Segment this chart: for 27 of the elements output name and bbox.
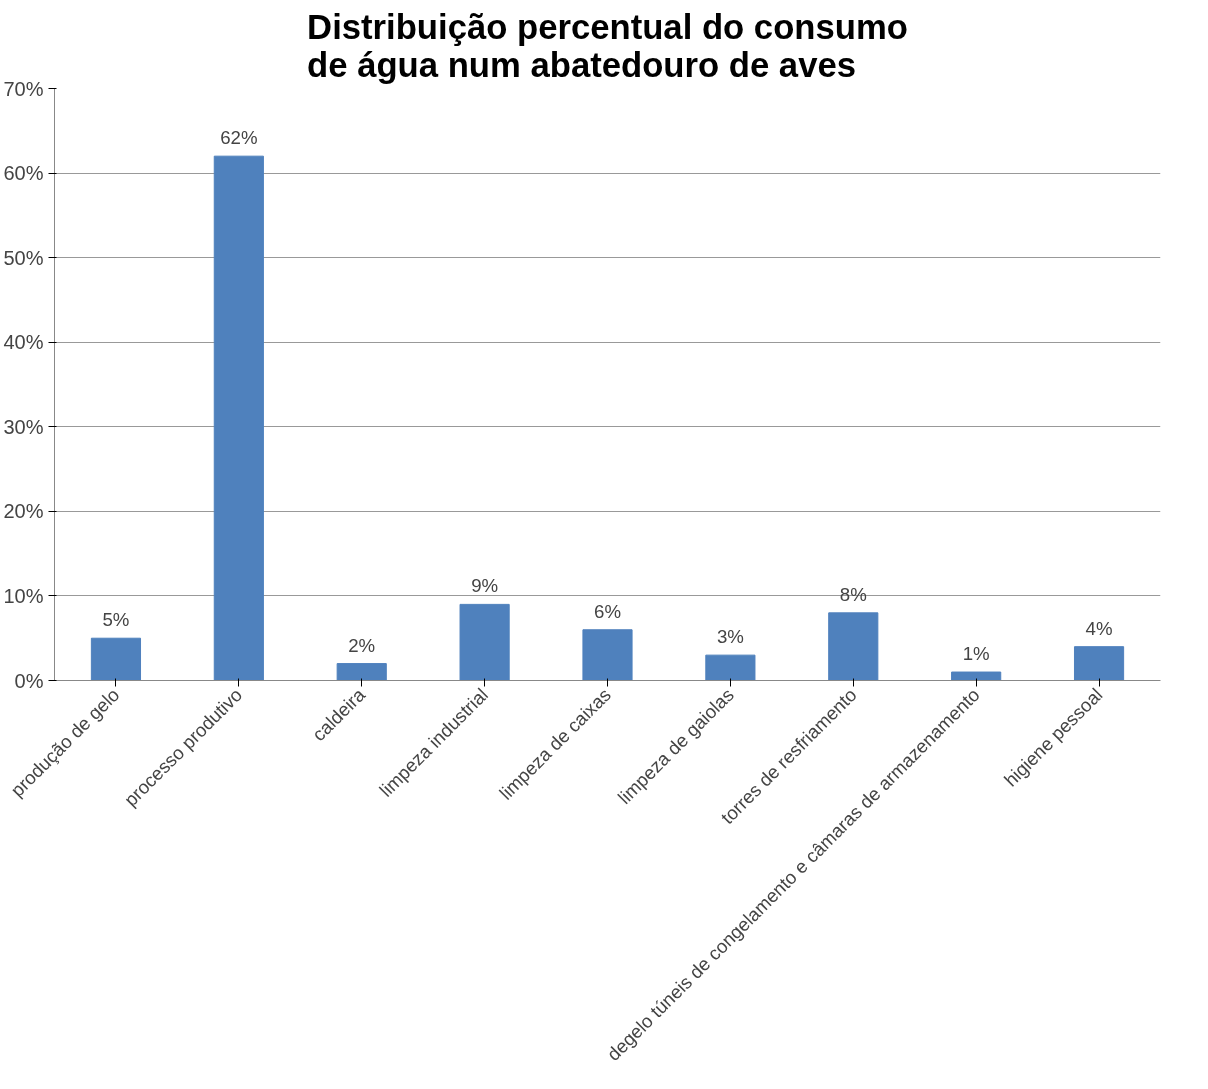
bar [705, 654, 756, 681]
bar [336, 663, 387, 681]
bar [582, 629, 633, 681]
bar [951, 671, 1002, 681]
data-label: 9% [471, 575, 499, 597]
bar [90, 637, 142, 681]
data-label: 6% [594, 600, 621, 622]
bar [213, 155, 264, 681]
chart-title: Distribuição percentual do consumo de água num abatedouro de aves [307, 7, 908, 84]
y-tick-label: 40% [3, 331, 44, 354]
data-label: 8% [839, 583, 867, 605]
y-tick-label: 50% [3, 246, 44, 269]
data-label: 62% [220, 127, 258, 149]
y-tick-label: 10% [3, 584, 44, 607]
y-tick-label: 60% [3, 162, 44, 185]
y-tick-label: 20% [3, 500, 44, 523]
data-label: 5% [102, 609, 130, 631]
y-tick-label: 70% [3, 77, 44, 100]
y-tick-label: 30% [3, 415, 44, 438]
data-label: 3% [716, 626, 744, 648]
bar [459, 603, 510, 681]
bar [828, 612, 879, 681]
data-label: 4% [1085, 617, 1113, 639]
data-label: 2% [348, 634, 376, 656]
data-label: 1% [962, 643, 990, 665]
bar [1073, 646, 1125, 681]
y-tick-label: 0% [14, 669, 44, 692]
